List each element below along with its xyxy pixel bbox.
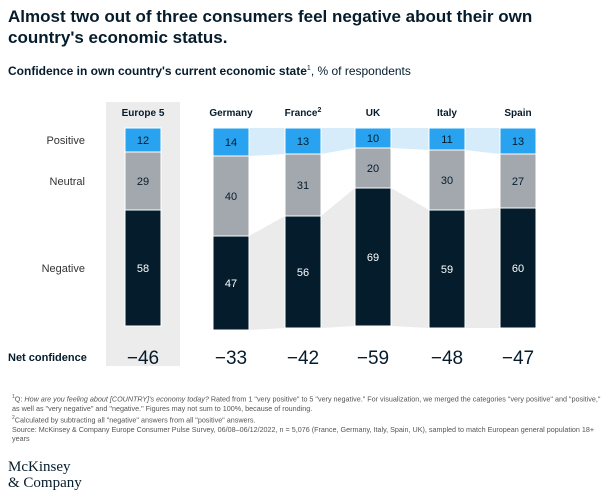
bar-negative <box>124 209 162 327</box>
footnote-2: 2Calculated by subtracting all "negative… <box>12 414 604 425</box>
negative-connector-band <box>465 208 500 328</box>
category-label: Europe 5 <box>122 108 165 119</box>
bar-neutral <box>499 153 537 209</box>
subtitle-main: Confidence in own country's current econ… <box>8 64 307 78</box>
bar-positive <box>124 127 162 153</box>
bar-positive-label: 14 <box>225 137 237 149</box>
bar-negative <box>284 215 322 329</box>
bar-negative-label: 58 <box>137 263 149 275</box>
row-label-negative: Negative <box>42 263 85 275</box>
bar-negative-label: 60 <box>512 263 524 275</box>
net-confidence-label: Net confidence <box>8 352 87 364</box>
footnote-1-marker: 1 <box>12 394 15 400</box>
bar-neutral <box>354 147 392 189</box>
row-label-neutral: Neutral <box>50 176 85 188</box>
bar-negative-label: 56 <box>297 267 309 279</box>
bar-negative <box>354 187 392 327</box>
negative-connector-band <box>391 188 429 328</box>
bar-negative-label: 69 <box>367 252 379 264</box>
negative-connector-band <box>249 216 285 330</box>
category-label: Germany <box>209 108 253 119</box>
bar-positive-label: 10 <box>367 133 379 145</box>
bar-positive-label: 13 <box>512 136 524 148</box>
net-confidence-value: −47 <box>502 348 534 369</box>
category-label: UK <box>366 108 381 119</box>
bar-positive <box>499 127 537 155</box>
bar-neutral-label: 40 <box>225 191 237 203</box>
category-label: Spain <box>504 108 531 119</box>
logo-line-2: & Company <box>8 475 82 491</box>
bar-neutral-label: 30 <box>441 175 453 187</box>
footnote-1-question: How are you feeling about [COUNTRY]'s ec… <box>24 394 209 404</box>
positive-connector-band <box>391 128 429 150</box>
bar-neutral-label: 29 <box>137 176 149 188</box>
positive-connector-band <box>465 128 500 154</box>
footnote-2-marker: 2 <box>12 414 15 421</box>
footnote-1: 1Q: How are you feeling about [COUNTRY]'… <box>12 393 604 414</box>
mckinsey-logo: McKinsey & Company <box>8 459 82 491</box>
bar-positive-label: 12 <box>137 135 149 147</box>
bar-negative <box>428 209 466 329</box>
bar-positive-label: 13 <box>297 136 309 148</box>
subtitle-unit: , % of respondents <box>310 64 411 78</box>
bar-neutral-label: 27 <box>512 176 524 188</box>
negative-connector-band <box>321 188 355 328</box>
headline: Almost two out of three consumers feel n… <box>8 7 533 47</box>
footnote-1-prefix: Q: <box>14 394 25 404</box>
footnotes: 1Q: How are you feeling about [COUNTRY]'… <box>8 393 604 444</box>
category-label: Italy <box>437 108 457 119</box>
stacked-bar-chart: 12 29 58 Europe 5 −46 14 40 47 Germany −33 13 31 56 F… <box>8 102 537 369</box>
bar-negative-label: 59 <box>441 264 453 276</box>
net-confidence-value: −33 <box>215 348 247 369</box>
row-label-positive: Positive <box>46 135 85 147</box>
source-note: Source: McKinsey & Company Europe Consum… <box>12 424 595 444</box>
subtitle-sup: 1 <box>306 65 311 72</box>
bar-negative <box>499 207 537 329</box>
net-confidence-value: −59 <box>357 348 389 369</box>
bar-positive <box>212 127 250 157</box>
bar-neutral-label: 31 <box>297 180 309 192</box>
logo-line-1: McKinsey <box>8 459 71 475</box>
bar-negative <box>212 235 250 331</box>
category-label: France2 <box>285 107 322 119</box>
bar-neutral <box>124 151 162 211</box>
net-confidence-value: −46 <box>127 348 159 369</box>
net-confidence-value: −42 <box>287 348 319 369</box>
bar-positive-label: 11 <box>441 134 452 146</box>
net-confidence-value: −48 <box>431 348 463 369</box>
chart-subtitle: Confidence in own country's current econ… <box>8 64 411 78</box>
category-label-sup: 2 <box>317 107 321 114</box>
footnote-2-text: Calculated by subtracting all "negative"… <box>14 414 256 424</box>
bar-negative-label: 47 <box>225 278 237 290</box>
bar-neutral-label: 20 <box>367 163 379 175</box>
positive-connector-band <box>249 128 285 156</box>
footnote-1-text: Rated from 1 "very positive" to 5 "very … <box>12 394 601 413</box>
positive-connector-band <box>321 128 355 154</box>
bar-neutral <box>428 149 466 211</box>
